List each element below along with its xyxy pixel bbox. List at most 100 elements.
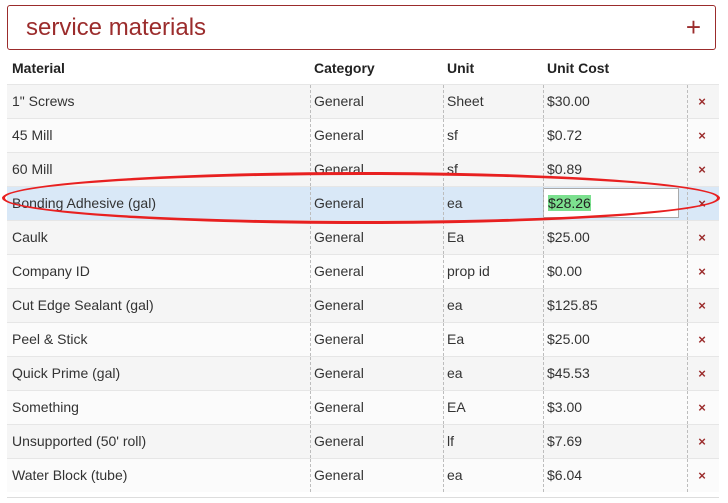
column-separator — [543, 221, 544, 254]
material-cell[interactable]: 1" Screws — [12, 93, 75, 109]
delete-row-button[interactable]: × — [693, 187, 711, 220]
column-separator — [543, 323, 544, 356]
column-separator — [687, 357, 688, 390]
close-icon: × — [698, 230, 706, 245]
column-separator — [687, 391, 688, 424]
category-cell[interactable]: General — [314, 297, 364, 313]
column-separator — [310, 289, 311, 322]
material-cell[interactable]: Bonding Adhesive (gal) — [12, 195, 156, 211]
column-separator — [310, 459, 311, 492]
delete-row-button[interactable]: × — [693, 221, 711, 254]
delete-row-button[interactable]: × — [693, 425, 711, 458]
delete-row-button[interactable]: × — [693, 153, 711, 186]
delete-row-button[interactable]: × — [693, 391, 711, 424]
table-row[interactable]: 45 Mill General sf $0.72 × — [7, 118, 719, 152]
unit-cell[interactable]: prop id — [447, 263, 490, 279]
unit-cost-cell[interactable]: $25.00 — [547, 331, 590, 347]
column-separator — [310, 221, 311, 254]
unit-cell[interactable]: ea — [447, 195, 463, 211]
material-cell[interactable]: Unsupported (50' roll) — [12, 433, 147, 449]
table-row[interactable]: Bonding Adhesive (gal) General ea $28.26 × — [7, 186, 719, 220]
material-cell[interactable]: Caulk — [12, 229, 48, 245]
table-row[interactable]: 1" Screws General Sheet $30.00 × — [7, 84, 719, 118]
unit-cell[interactable]: Sheet — [447, 93, 484, 109]
unit-cost-cell[interactable]: $0.89 — [547, 161, 583, 177]
close-icon: × — [698, 366, 706, 381]
close-icon: × — [698, 468, 706, 483]
column-header-category[interactable]: Category — [314, 60, 375, 76]
delete-row-button[interactable]: × — [693, 357, 711, 390]
unit-cell[interactable]: ea — [447, 467, 463, 483]
unit-cost-cell[interactable]: $7.69 — [547, 433, 583, 449]
delete-row-button[interactable]: × — [693, 323, 711, 356]
unit-cell[interactable]: Ea — [447, 331, 465, 347]
unit-cost-input[interactable]: $28.26 — [543, 188, 679, 218]
material-cell[interactable]: 60 Mill — [12, 161, 53, 177]
table-row[interactable]: Peel & Stick General Ea $25.00 × — [7, 322, 719, 356]
unit-cell[interactable]: sf — [447, 161, 458, 177]
column-separator — [310, 85, 311, 118]
category-cell[interactable]: General — [314, 263, 364, 279]
unit-cost-cell[interactable]: $25.00 — [547, 229, 590, 245]
material-cell[interactable]: Something — [12, 399, 79, 415]
unit-cost-cell[interactable]: $6.04 — [547, 467, 583, 483]
column-header-unit-cost[interactable]: Unit Cost — [547, 60, 610, 76]
column-separator — [443, 425, 444, 458]
table-row[interactable]: 60 Mill General sf $0.89 × — [7, 152, 719, 186]
category-cell[interactable]: General — [314, 229, 364, 245]
table-row[interactable]: Company ID General prop id $0.00 × — [7, 254, 719, 288]
unit-cost-cell[interactable]: $125.85 — [547, 297, 598, 313]
column-separator — [543, 357, 544, 390]
unit-cost-cell[interactable]: $30.00 — [547, 93, 590, 109]
table-row[interactable]: Caulk General Ea $25.00 × — [7, 220, 719, 254]
delete-row-button[interactable]: × — [693, 289, 711, 322]
category-cell[interactable]: General — [314, 399, 364, 415]
column-separator — [543, 187, 544, 220]
material-cell[interactable]: Peel & Stick — [12, 331, 88, 347]
column-separator — [543, 153, 544, 186]
column-separator — [443, 187, 444, 220]
delete-row-button[interactable]: × — [693, 255, 711, 288]
column-separator — [310, 391, 311, 424]
delete-row-button[interactable]: × — [693, 459, 711, 492]
unit-cost-cell[interactable]: $3.00 — [547, 399, 583, 415]
delete-row-button[interactable]: × — [693, 85, 711, 118]
material-cell[interactable]: Water Block (tube) — [12, 467, 128, 483]
category-cell[interactable]: General — [314, 331, 364, 347]
column-separator — [310, 323, 311, 356]
unit-cell[interactable]: ea — [447, 297, 463, 313]
unit-cell[interactable]: EA — [447, 399, 466, 415]
category-cell[interactable]: General — [314, 365, 364, 381]
category-cell[interactable]: General — [314, 195, 364, 211]
material-cell[interactable]: Quick Prime (gal) — [12, 365, 121, 381]
column-header-unit[interactable]: Unit — [447, 60, 475, 76]
unit-cost-cell[interactable]: $0.72 — [547, 127, 583, 143]
unit-cost-cell[interactable]: $45.53 — [547, 365, 590, 381]
table-row[interactable]: Something General EA $3.00 × — [7, 390, 719, 424]
category-cell[interactable]: General — [314, 93, 364, 109]
category-cell[interactable]: General — [314, 127, 364, 143]
unit-cell[interactable]: lf — [447, 433, 454, 449]
table-row[interactable]: Quick Prime (gal) General ea $45.53 × — [7, 356, 719, 390]
delete-row-button[interactable]: × — [693, 119, 711, 152]
category-cell[interactable]: General — [314, 433, 364, 449]
table-body: 1" Screws General Sheet $30.00 × 45 Mill Gener… — [7, 84, 719, 492]
table-row[interactable]: Water Block (tube) General ea $6.04 × — [7, 458, 719, 492]
material-cell[interactable]: 45 Mill — [12, 127, 53, 143]
unit-cell[interactable]: ea — [447, 365, 463, 381]
add-material-button[interactable]: + — [686, 12, 701, 42]
column-separator — [443, 289, 444, 322]
unit-cost-cell[interactable]: $0.00 — [547, 263, 583, 279]
table-row[interactable]: Cut Edge Sealant (gal) General ea $125.85 × — [7, 288, 719, 322]
column-separator — [543, 255, 544, 288]
material-cell[interactable]: Cut Edge Sealant (gal) — [12, 297, 154, 313]
column-header-material[interactable]: Material — [12, 60, 65, 76]
column-separator — [543, 459, 544, 492]
unit-cell[interactable]: Ea — [447, 229, 465, 245]
material-cell[interactable]: Company ID — [12, 263, 90, 279]
column-separator — [543, 391, 544, 424]
category-cell[interactable]: General — [314, 161, 364, 177]
category-cell[interactable]: General — [314, 467, 364, 483]
unit-cell[interactable]: sf — [447, 127, 458, 143]
table-row[interactable]: Unsupported (50' roll) General lf $7.69 × — [7, 424, 719, 458]
